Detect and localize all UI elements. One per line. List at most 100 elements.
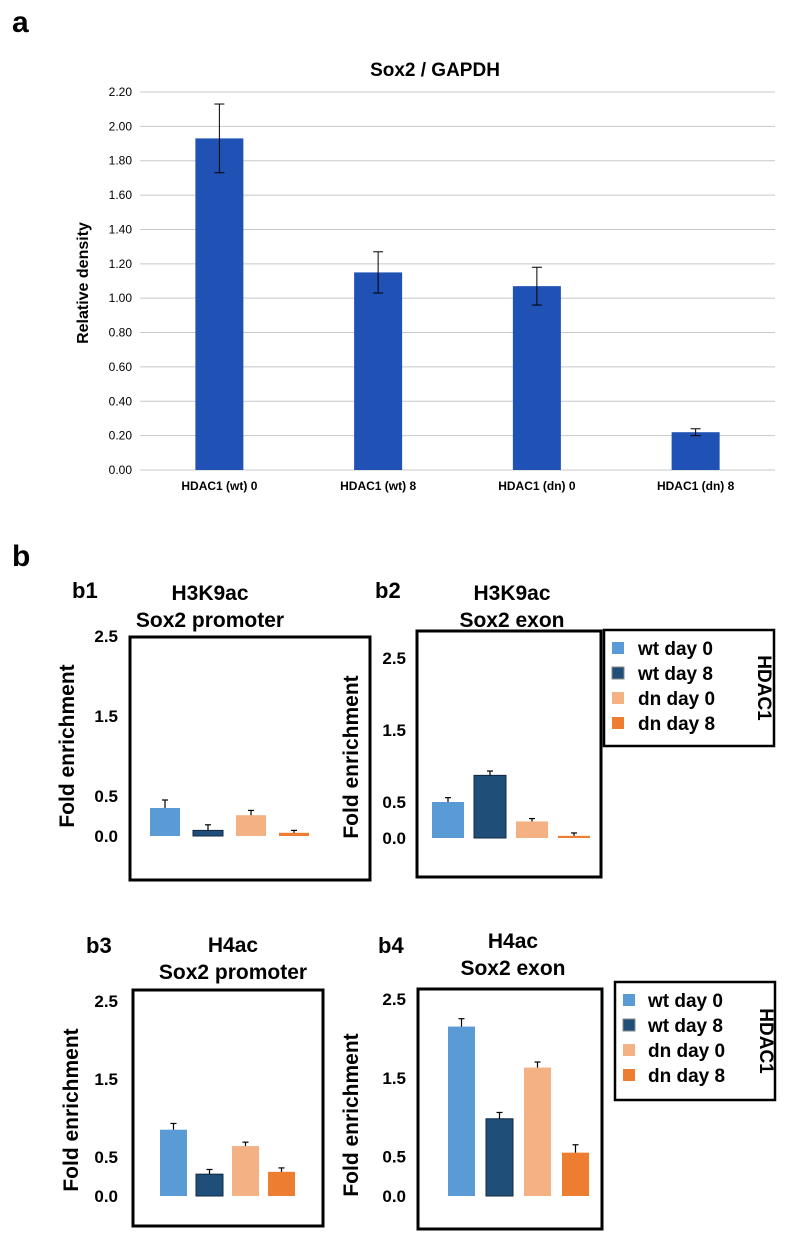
legend-top-frame <box>602 628 776 748</box>
chart-b2-ytick-label: 0.0 <box>382 829 406 848</box>
chart-b1-ytick-label: 0.0 <box>94 827 118 846</box>
chart-a-ytick-label: 0.20 <box>109 429 133 443</box>
chart-b1-ylabel: Fold enrichment <box>56 664 79 827</box>
chart-b1-frame <box>128 635 372 882</box>
chart-a-ytick-label: 2.20 <box>109 85 133 99</box>
chart-a: Sox2 / GAPDH Relative density 0.00 0.20 0.… <box>75 60 775 493</box>
chart-b3-bar-wt-day-0 <box>160 1129 187 1196</box>
chart-a-ytick-label: 1.00 <box>109 291 133 305</box>
chart-b4-frame <box>416 987 604 1231</box>
chart-a-ylabel: Relative density <box>75 222 92 344</box>
chart-b4-title-line1: H4ac <box>488 930 539 953</box>
legend-top: wt day 0 wt day 8 dn day 0 dn day 8 HDAC… <box>602 628 776 748</box>
legend-swatch-wt-day-0 <box>612 642 624 654</box>
chart-b4-ytick-label: 0.5 <box>382 1148 406 1167</box>
chart-b3-ytick-label: 0.5 <box>94 1148 118 1167</box>
chart-b1: b1 H3K9ac Sox2 promoter Fold enrichment … <box>56 578 372 882</box>
legend-label-wt-day-0: wt day 0 <box>637 639 713 660</box>
chart-a-bar-hdac1-dn-8 <box>671 432 720 470</box>
chart-b2-label: b2 <box>375 578 401 603</box>
chart-a-category-label: HDAC1 (wt) 8 <box>340 479 416 493</box>
legend-top-group-label: HDAC1 <box>753 655 774 721</box>
chart-b2-title-line1: H3K9ac <box>473 582 550 605</box>
chart-a-ytick-label: 0.00 <box>109 463 133 477</box>
chart-b1-label: b1 <box>72 578 98 603</box>
chart-b3-ytick-label: 2.5 <box>94 992 118 1011</box>
chart-a-bar-hdac1-dn-0 <box>512 286 561 470</box>
chart-b2-frame <box>415 629 603 879</box>
chart-b1-title-line1: H3K9ac <box>171 582 248 605</box>
chart-a-bar-hdac1-wt-0 <box>195 138 244 470</box>
chart-b1-title-line2: Sox2 promoter <box>136 609 284 632</box>
legend-label-dn-day-0: dn day 0 <box>638 689 715 710</box>
chart-b4-bar-wt-day-0 <box>448 1026 475 1196</box>
chart-b4-ylabel: Fold enrichment <box>340 1033 363 1196</box>
panel-label-b: b <box>12 540 30 573</box>
legend-label-dn-day-8: dn day 8 <box>638 714 715 735</box>
chart-b2-bar-dn-day-0 <box>516 821 548 838</box>
chart-b2-bar-wt-day-0 <box>432 802 464 838</box>
chart-b3-title-line2: Sox2 promoter <box>159 961 307 984</box>
chart-a-ytick-label: 0.80 <box>109 326 133 340</box>
chart-b2-ylabel: Fold enrichment <box>340 675 363 838</box>
chart-b3-frame <box>131 988 325 1228</box>
chart-b2-ytick-label: 1.5 <box>382 721 406 740</box>
chart-a-bar-hdac1-wt-8 <box>354 272 403 470</box>
chart-b4-ytick-label: 0.0 <box>382 1187 406 1206</box>
legend-bottom-frame <box>613 980 777 1102</box>
chart-a-ytick-label: 2.00 <box>109 119 133 133</box>
legend2-label-wt-day-0: wt day 0 <box>647 991 723 1012</box>
chart-b2-title-line2: Sox2 exon <box>459 609 564 632</box>
chart-b3-title-line1: H4ac <box>208 934 259 957</box>
chart-b4: b4 H4ac Sox2 exon Fold enrichment 0.0 0.5… <box>340 930 604 1231</box>
chart-b2-bar-dn-day-8 <box>558 835 590 838</box>
chart-b1-bar-dn-day-0 <box>236 815 266 836</box>
chart-a-ytick-label: 1.60 <box>109 188 133 202</box>
legend2-swatch-wt-day-0 <box>623 994 635 1006</box>
legend2-swatch-dn-day-8 <box>623 1069 635 1081</box>
chart-b3-ytick-label: 1.5 <box>94 1070 118 1089</box>
chart-b3-ytick-label: 0.0 <box>94 1187 118 1206</box>
chart-b4-ytick-label: 2.5 <box>382 990 406 1009</box>
chart-a-ytick-label: 1.80 <box>109 154 133 168</box>
chart-b2-ytick-label: 0.5 <box>382 793 406 812</box>
legend-swatch-wt-day-8 <box>611 666 625 680</box>
legend2-label-dn-day-0: dn day 0 <box>648 1041 725 1062</box>
chart-a-ytick-label: 1.20 <box>109 257 133 271</box>
legend2-label-wt-day-8: wt day 8 <box>647 1016 723 1037</box>
chart-b1-bar-dn-day-8 <box>279 832 309 836</box>
chart-b4-bar-dn-day-8 <box>562 1152 589 1196</box>
chart-a-ytick-label: 1.40 <box>109 222 133 236</box>
chart-b1-bar-wt-day-0 <box>150 808 180 836</box>
chart-b1-bar-wt-day-8 <box>192 829 224 837</box>
chart-b1-ytick-label: 0.5 <box>94 787 118 806</box>
chart-a-ytick-label: 0.60 <box>109 360 133 374</box>
chart-a-category-label: HDAC1 (dn) 0 <box>498 479 576 493</box>
legend-swatch-dn-day-8 <box>612 717 624 729</box>
chart-a-title: Sox2 / GAPDH <box>370 60 500 81</box>
legend-swatch-dn-day-0 <box>612 692 624 704</box>
chart-b4-bar-dn-day-0 <box>524 1067 551 1196</box>
legend-bottom-group-label: HDAC1 <box>755 1008 776 1074</box>
chart-a-category-label: HDAC1 (dn) 8 <box>657 479 735 493</box>
chart-b3-bar-dn-day-8 <box>268 1171 295 1196</box>
chart-b1-ytick-label: 2.5 <box>94 627 118 646</box>
chart-a-ytick-label: 0.40 <box>109 394 133 408</box>
chart-b4-title-line2: Sox2 exon <box>460 957 565 980</box>
chart-b3: b3 H4ac Sox2 promoter Fold enrichment 0.… <box>60 933 325 1228</box>
legend2-swatch-wt-day-8 <box>622 1018 636 1032</box>
panel-label-a: a <box>12 6 29 39</box>
chart-a-category-label: HDAC1 (wt) 0 <box>181 479 257 493</box>
chart-b2: b2 H3K9ac Sox2 exon Fold enrichment 0.0 0… <box>340 578 603 879</box>
chart-b4-ytick-label: 1.5 <box>382 1069 406 1088</box>
chart-b3-bar-dn-day-0 <box>232 1146 259 1196</box>
chart-b4-bar-wt-day-8 <box>485 1118 514 1197</box>
legend-bottom: wt day 0 wt day 8 dn day 0 dn day 8 HDAC… <box>613 980 777 1102</box>
legend2-swatch-dn-day-0 <box>623 1044 635 1056</box>
chart-b1-ytick-label: 1.5 <box>94 707 118 726</box>
chart-b4-label: b4 <box>378 933 404 958</box>
chart-b2-bar-wt-day-8 <box>473 774 507 839</box>
chart-b3-bar-wt-day-8 <box>195 1173 224 1197</box>
legend2-label-dn-day-8: dn day 8 <box>648 1066 725 1087</box>
